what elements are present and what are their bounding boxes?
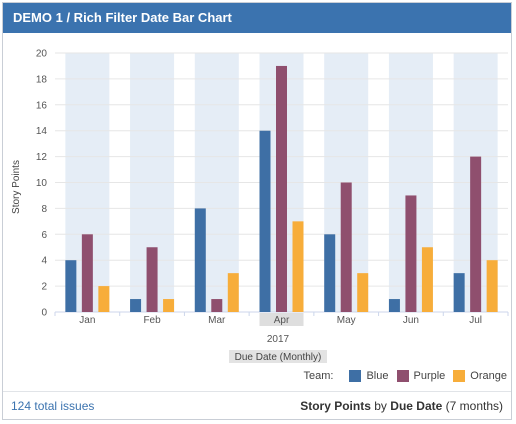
y-tick-label: 18 [36, 74, 48, 85]
bar-purple-may[interactable] [340, 182, 352, 313]
legend-item-blue[interactable]: Blue [349, 370, 389, 382]
bar-blue-jan[interactable] [65, 260, 77, 312]
y-tick-label: 12 [36, 152, 48, 163]
legend-swatch-blue [349, 370, 362, 382]
x-axis-label-background [229, 350, 327, 363]
legend-label-purple: Purple [413, 370, 446, 382]
bar-orange-mar[interactable] [227, 273, 239, 312]
y-tick-label: 14 [36, 126, 48, 137]
y-tick-label: 6 [41, 230, 47, 241]
bar-purple-jul[interactable] [470, 156, 482, 312]
bar-blue-may[interactable] [324, 234, 336, 312]
bar-orange-jun[interactable] [421, 247, 433, 312]
chart-summary: Story Points by Due Date (7 months) [300, 399, 503, 413]
bar-blue-mar[interactable] [194, 208, 206, 312]
bar-purple-feb[interactable] [146, 247, 158, 312]
x-axis-label: Due Date (Monthly) [235, 352, 322, 363]
gadget-title: DEMO 1 / Rich Filter Date Bar Chart [3, 3, 511, 33]
legend-item-orange[interactable]: Orange [453, 370, 507, 382]
y-tick-label: 10 [36, 178, 48, 189]
y-tick-label: 8 [41, 204, 47, 215]
legend-swatch-orange [453, 370, 466, 382]
legend-label-orange: Orange [470, 370, 507, 382]
legend-swatch-purple [396, 370, 409, 382]
gadget-footer: 124 total issues Story Points by Due Dat… [3, 391, 511, 419]
legend-item-purple[interactable]: Purple [396, 370, 446, 382]
x-tick-label: Jan [79, 315, 95, 326]
y-tick-label: 20 [36, 49, 48, 60]
summary-dimension: Due Date [390, 399, 443, 413]
x-tick-label: Mar [208, 315, 226, 326]
bar-blue-apr[interactable] [259, 130, 271, 312]
total-issues-link[interactable]: 124 total issues [11, 399, 95, 413]
summary-metric: Story Points [300, 399, 371, 413]
x-tick-label: Feb [143, 315, 161, 326]
bar-purple-mar[interactable] [211, 299, 223, 312]
y-tick-label: 0 [41, 308, 47, 319]
legend-title: Team: [303, 370, 334, 382]
chart-gadget: DEMO 1 / Rich Filter Date Bar Chart 0 2 4 6… [2, 2, 512, 420]
y-tick-label: 16 [36, 100, 48, 111]
bar-orange-feb[interactable] [163, 299, 175, 312]
y-axis-label: Story Points [11, 160, 22, 214]
bar-orange-may[interactable] [357, 273, 369, 312]
y-tick-label: 2 [41, 282, 47, 293]
summary-period: (7 months) [445, 399, 503, 413]
bar-orange-jan[interactable] [98, 286, 110, 312]
x-axis-year-label: 2017 [267, 334, 290, 345]
bar-blue-jul[interactable] [453, 273, 465, 312]
bar-purple-jun[interactable] [405, 195, 417, 312]
x-tick-label: Jun [403, 315, 419, 326]
chart-legend: Team: Blue Purple Orange [303, 370, 507, 382]
bar-purple-apr[interactable] [276, 65, 287, 312]
bar-blue-jun[interactable] [388, 299, 400, 312]
bar-purple-jan[interactable] [81, 234, 93, 312]
highlighted-tick-background [259, 313, 304, 326]
bar-orange-apr[interactable] [292, 221, 304, 312]
summary-by: by [374, 399, 387, 413]
x-tick-label: May [337, 315, 356, 326]
x-tick-label: Jul [469, 315, 482, 326]
y-tick-label: 4 [41, 256, 47, 267]
x-tick-label: Apr [274, 315, 290, 326]
bar-orange-jul[interactable] [486, 260, 498, 312]
bar-blue-feb[interactable] [130, 299, 142, 312]
legend-label-blue: Blue [366, 370, 389, 382]
